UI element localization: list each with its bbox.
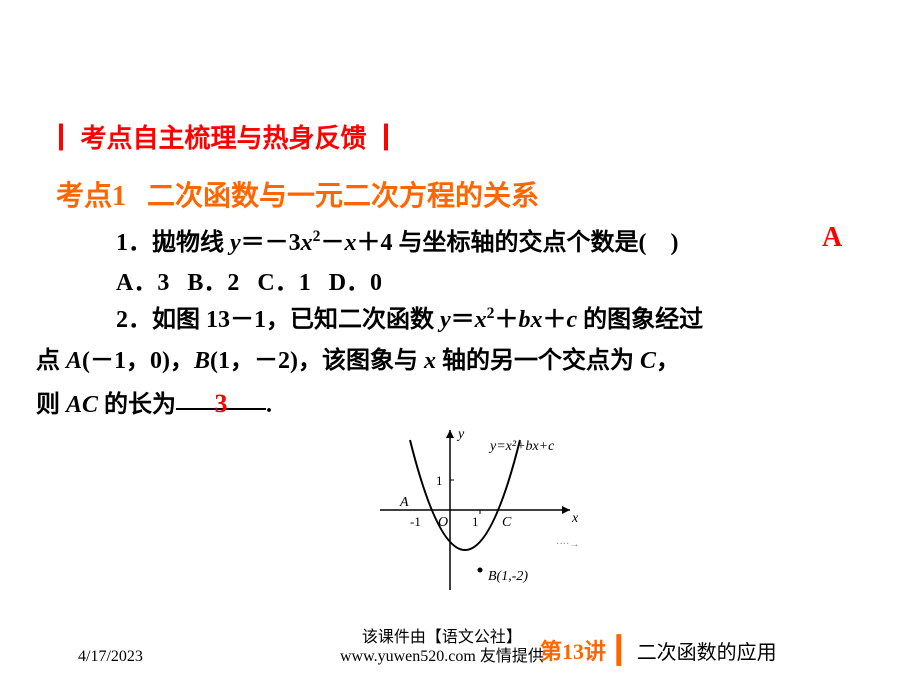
svg-text:B(1,-2): B(1,-2) (488, 569, 528, 584)
q1-close: ) (670, 230, 678, 256)
q1-x: x (301, 230, 313, 256)
q2-l2b: 轴的另一个交点为 (436, 348, 640, 374)
answer-1: A (822, 222, 842, 254)
footer-date: 4/17/2023 (78, 648, 143, 666)
svg-text:O: O (438, 515, 448, 530)
section-header: ┃ 考点自主梳理与热身反馈 ┃ (48, 118, 399, 155)
topic-text: 二次函数与一元二次方程的关系 (147, 181, 539, 212)
q2-x: x (475, 307, 487, 333)
lesson-title: 二次函数的应用 (637, 642, 777, 664)
q2-l1b: 的图象经过 (577, 307, 703, 333)
topic-title: 考点1 二次函数与一元二次方程的关系 (56, 174, 539, 214)
credit-line2: www.yuwen520.com 友情提供 (340, 648, 544, 665)
svg-text:y=x²+bx+c: y=x²+bx+c (488, 439, 555, 454)
q1-text: 拋物线 (152, 230, 230, 256)
q2-p2: ＋ (542, 307, 566, 333)
section-bar-left: ┃ (48, 124, 74, 153)
q2-l3a: 则 (36, 392, 66, 418)
q2-c: c (566, 307, 577, 333)
q1-end: ＋4 与坐标轴的交点个数是( (356, 230, 646, 256)
q2-num: 2． (116, 307, 152, 333)
answer-blank: 3 (176, 382, 266, 410)
lesson-post: 讲 (584, 639, 606, 664)
q2-l1a: 如图 13－1，已知二次函数 (152, 307, 440, 333)
q2-AC: AC (66, 392, 98, 418)
q2-b: b (518, 307, 530, 333)
q2-pBc: (1，－2)，该图象与 (210, 348, 424, 374)
opt-d: D．0 (329, 270, 382, 296)
q1-num: 1． (116, 230, 152, 256)
lesson-pre: 第 (540, 639, 562, 664)
topic-label: 考点1 (56, 181, 126, 212)
q2-l3b: 的长为 (98, 392, 176, 418)
q2-axx: x (424, 348, 436, 374)
q1-x2: x (344, 230, 356, 256)
q2-pA: A (66, 348, 82, 374)
q2-pC: C (640, 348, 656, 374)
svg-text:····→: ····→ (556, 539, 579, 550)
opt-b: B．2 (187, 270, 239, 296)
q2-p1: ＋ (494, 307, 518, 333)
q1-mid: ＝－3 (241, 230, 301, 256)
question-2: 2．如图 13－1，已知二次函数 y＝x2＋bx＋c 的图象经过 点 A(－1，… (36, 300, 896, 425)
q1-after: － (320, 230, 344, 256)
opt-a: A．3 (116, 270, 169, 296)
footer-credit: 该课件由【语文公社】 www.yuwen520.com 友情提供 (340, 628, 544, 666)
q1-y: y (230, 230, 241, 256)
q2-pAc: (－1，0)， (82, 348, 194, 374)
options: A．3 B．2 C．1 D．0 (116, 262, 382, 297)
q2-pB: B (194, 348, 210, 374)
q2-y: y (440, 307, 451, 333)
graph: y x y=x²+bx+c 1 A -1 O 1 C B(1,-2) ····→ (360, 420, 600, 600)
svg-text:y: y (456, 427, 465, 442)
q2-l2c: ， (656, 348, 680, 374)
svg-text:x: x (571, 511, 579, 526)
answer-2: 3 (215, 389, 228, 418)
svg-text:1: 1 (436, 473, 443, 488)
section-bar-right: ┃ (373, 124, 399, 153)
svg-text:A: A (399, 495, 409, 510)
section-title: 考点自主梳理与热身反馈 (81, 124, 367, 153)
parabola-graph: y x y=x²+bx+c 1 A -1 O 1 C B(1,-2) ····→ (360, 420, 600, 600)
svg-text:-1: -1 (410, 514, 421, 529)
lesson-num: 13 (562, 639, 584, 664)
credit-line1: 该课件由【语文公社】 (362, 629, 522, 646)
q2-period: . (266, 392, 272, 418)
footer-sep: ┃ (611, 636, 627, 665)
footer-lesson: 第13讲 ┃ 二次函数的应用 (540, 634, 777, 666)
svg-text:1: 1 (472, 514, 479, 529)
svg-text:C: C (502, 515, 512, 530)
q2-l2a: 点 (36, 348, 66, 374)
q2-x2: x (530, 307, 542, 333)
q2-eq: ＝ (451, 307, 475, 333)
opt-c: C．1 (257, 270, 310, 296)
question-1: 1．拋物线 y＝－3x2－x＋4 与坐标轴的交点个数是( ) (116, 222, 896, 257)
